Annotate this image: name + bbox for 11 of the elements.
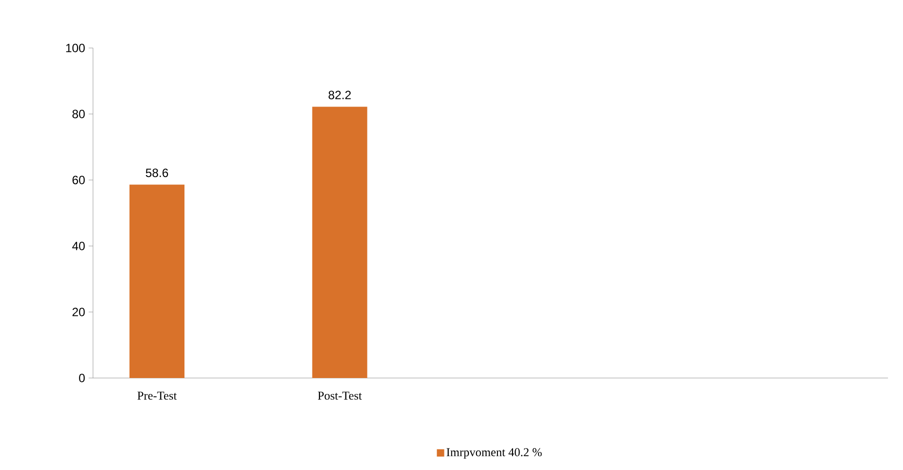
x-tick-label: Post-Test [318,392,362,400]
legend-label: Imrpvoment 40.2 % [446,448,542,459]
y-tick-label: 0 [79,374,85,382]
x-tick-label: Pre-Test [137,392,177,400]
y-tick-label: 80 [72,110,85,118]
y-tick-label: 20 [72,308,85,316]
y-tick-label: 40 [72,242,85,250]
y-tick-label: 100 [66,44,85,52]
data-label: 58.6 [146,168,168,178]
y-tick-label: 60 [72,176,85,184]
data-label: 82.2 [328,90,351,100]
